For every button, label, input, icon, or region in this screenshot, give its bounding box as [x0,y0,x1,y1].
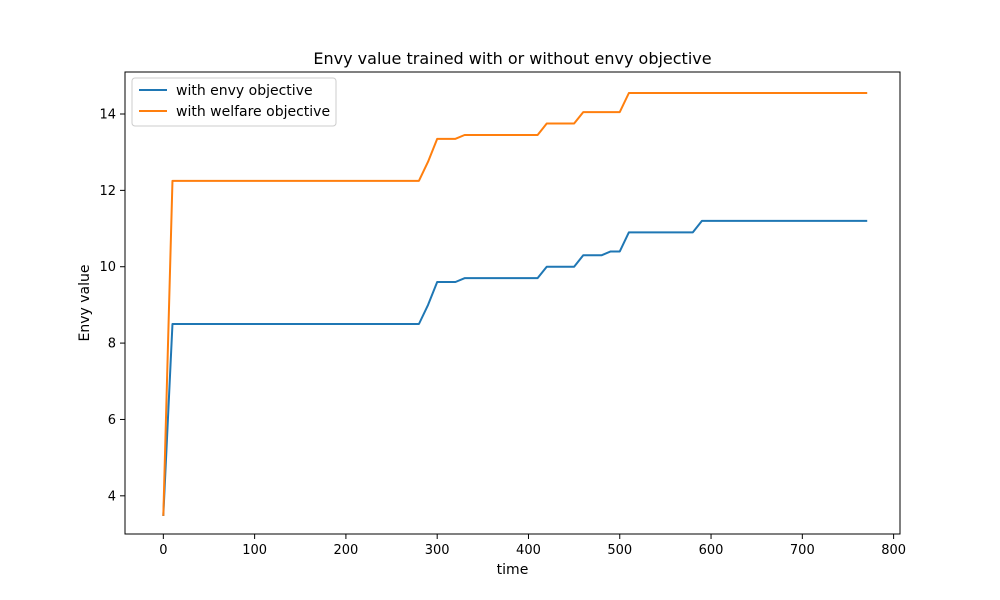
series-line-welfare-objective [162,92,868,516]
x-tick-label: 200 [333,543,358,558]
y-tick-label: 8 [108,337,116,352]
y-tick-label: 4 [108,489,116,504]
x-tick-label: 0 [159,543,167,558]
plot-frame [124,71,901,535]
x-tick-label: 500 [607,543,632,558]
x-tick-label: 100 [242,543,267,558]
x-tick-label: 300 [425,543,450,558]
x-axis: 0 100 200 300 400 500 600 700 800 [159,534,906,558]
series-layer [162,92,868,516]
y-tick-label: 10 [99,260,116,275]
x-tick-label: 400 [516,543,541,558]
legend-box [131,77,337,127]
plot-area [124,71,901,535]
y-axis-label: Envy value [77,265,93,342]
y-tick-label: 12 [99,184,116,199]
x-tick-label: 800 [881,543,906,558]
chart-title: Envy value trained with or without envy … [313,49,711,68]
y-axis: 4 6 8 10 12 14 [99,108,125,504]
legend-label-envy: with envy objective [176,83,313,99]
x-tick-label: 700 [790,543,815,558]
legend: with envy objective with welfare objecti… [131,77,337,127]
x-axis-label: time [497,562,529,578]
x-tick-label: 600 [699,543,724,558]
legend-label-welfare: with welfare objective [176,104,330,120]
y-tick-label: 14 [99,108,116,123]
y-tick-label: 6 [108,413,116,428]
series-line-envy-objective [162,219,868,516]
